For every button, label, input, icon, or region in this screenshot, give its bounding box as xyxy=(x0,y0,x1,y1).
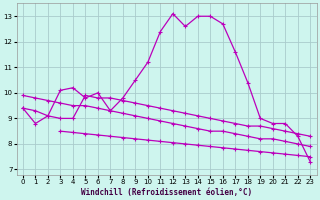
X-axis label: Windchill (Refroidissement éolien,°C): Windchill (Refroidissement éolien,°C) xyxy=(81,188,252,197)
